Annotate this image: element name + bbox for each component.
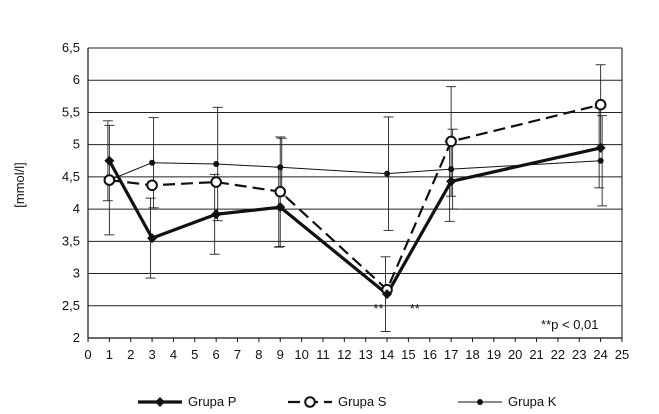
data-point — [594, 98, 607, 111]
x-tick-label: 22 — [551, 347, 565, 362]
x-tick-label: 8 — [255, 347, 262, 362]
data-point — [211, 209, 222, 220]
data-point — [274, 185, 287, 198]
annotation: **p < 0,01 — [541, 317, 598, 332]
x-tick-label: 20 — [508, 347, 522, 362]
legend-marker — [477, 399, 483, 405]
legend-marker — [304, 396, 316, 408]
x-tick-label: 3 — [148, 347, 155, 362]
x-tick-label: 2 — [127, 347, 134, 362]
x-tick-label: 25 — [615, 347, 629, 362]
x-tick-label: 0 — [84, 347, 91, 362]
x-tick-label: 12 — [337, 347, 351, 362]
x-tick-label: 23 — [572, 347, 586, 362]
x-tick-label: 6 — [213, 347, 220, 362]
data-point — [595, 142, 606, 153]
annotation: ** — [373, 301, 383, 316]
data-point — [103, 174, 116, 186]
x-tick-label: 24 — [593, 347, 607, 362]
data-point — [448, 166, 455, 173]
y-tick-label: 4 — [73, 201, 80, 216]
axes — [87, 48, 623, 342]
x-tick-label: 15 — [401, 347, 415, 362]
x-tick-label: 5 — [191, 347, 198, 362]
data-point — [147, 233, 158, 244]
y-tick-labels: 2 2,5 3 3,5 4 4,5 5 5,5 6 6,5 — [62, 40, 80, 345]
data-point — [149, 159, 156, 166]
data-point — [384, 170, 391, 177]
x-tick-label: 14 — [380, 347, 394, 362]
y-tick-label: 4,5 — [62, 169, 80, 184]
x-tick-label: 11 — [316, 347, 330, 362]
data-point — [382, 289, 393, 300]
x-tick-label: 17 — [444, 347, 458, 362]
data-point — [445, 135, 457, 148]
data-point — [146, 179, 158, 192]
x-tick-label: 19 — [487, 347, 501, 362]
y-tick-label: 2,5 — [62, 298, 80, 313]
annotation: ** — [410, 301, 420, 316]
gridlines — [88, 47, 622, 339]
y-tick-label: 6 — [73, 72, 80, 87]
x-tick-label: 7 — [234, 347, 241, 362]
data-point — [275, 202, 286, 213]
x-tick-label: 4 — [170, 347, 177, 362]
y-tick-label: 5,5 — [62, 104, 80, 119]
series-markers — [103, 98, 607, 300]
x-tick-label: 16 — [423, 347, 437, 362]
x-tick-label: 10 — [294, 347, 308, 362]
legend-label: Grupa K — [508, 394, 557, 409]
y-tick-label: 6,5 — [62, 40, 80, 55]
y-tick-label: 5 — [73, 137, 80, 152]
data-point — [446, 176, 457, 187]
annotations: ** ** **p < 0,01 — [373, 301, 598, 332]
x-tick-labels: 0 1 2 3 4 5 6 7 8 9 10 11 12 13 14 15 16 17 18 19 20 21 22 23 24… — [84, 347, 629, 362]
y-tick-label: 3,5 — [62, 233, 80, 248]
y-tick-label: 2 — [73, 330, 80, 345]
x-tick-label: 9 — [277, 347, 284, 362]
legend: Grupa P Grupa S Grupa K — [138, 394, 557, 409]
y-axis-label: [mmol/l] — [12, 162, 27, 208]
data-point — [213, 161, 220, 167]
legend-label: Grupa P — [188, 394, 236, 409]
data-point — [277, 164, 284, 171]
data-point — [210, 176, 222, 188]
x-tick-label: 13 — [358, 347, 372, 362]
y-tick-label: 3 — [73, 266, 80, 281]
x-tick-label: 18 — [465, 347, 479, 362]
legend-marker — [155, 397, 165, 407]
x-tick-label: 1 — [106, 347, 113, 362]
data-point — [597, 157, 604, 164]
legend-label: Grupa S — [338, 394, 387, 409]
x-tick-label: 21 — [529, 347, 543, 362]
data-point — [104, 155, 115, 166]
